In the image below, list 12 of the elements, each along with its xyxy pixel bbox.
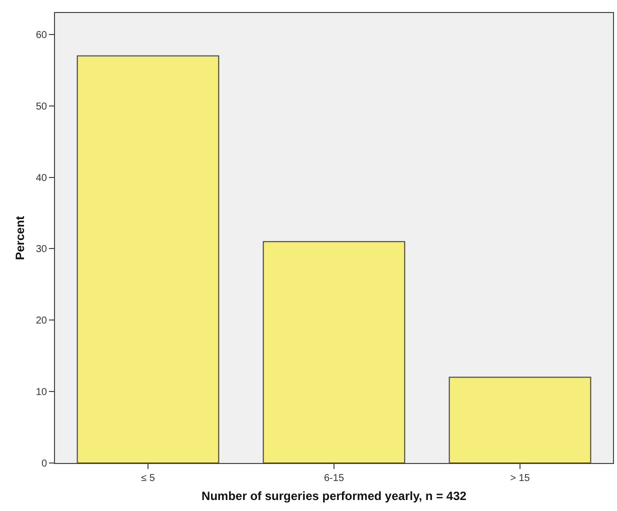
y-tick-label: 50 (36, 101, 48, 112)
x-tick-label: 6-15 (324, 473, 344, 484)
y-tick-label: 40 (36, 172, 48, 184)
x-tick-label: ≤ 5 (141, 473, 156, 484)
y-tick-label: 10 (36, 387, 48, 398)
y-tick-label: 30 (36, 244, 48, 256)
y-axis-title: Percent (13, 216, 28, 260)
x-tick-label: > 15 (510, 473, 530, 484)
y-tick-label: 60 (36, 30, 48, 41)
x-axis-title: Number of surgeries performed yearly, n = 432 (202, 488, 467, 503)
y-tick-label: 0 (41, 458, 48, 470)
y-tick-label: 20 (36, 316, 48, 327)
